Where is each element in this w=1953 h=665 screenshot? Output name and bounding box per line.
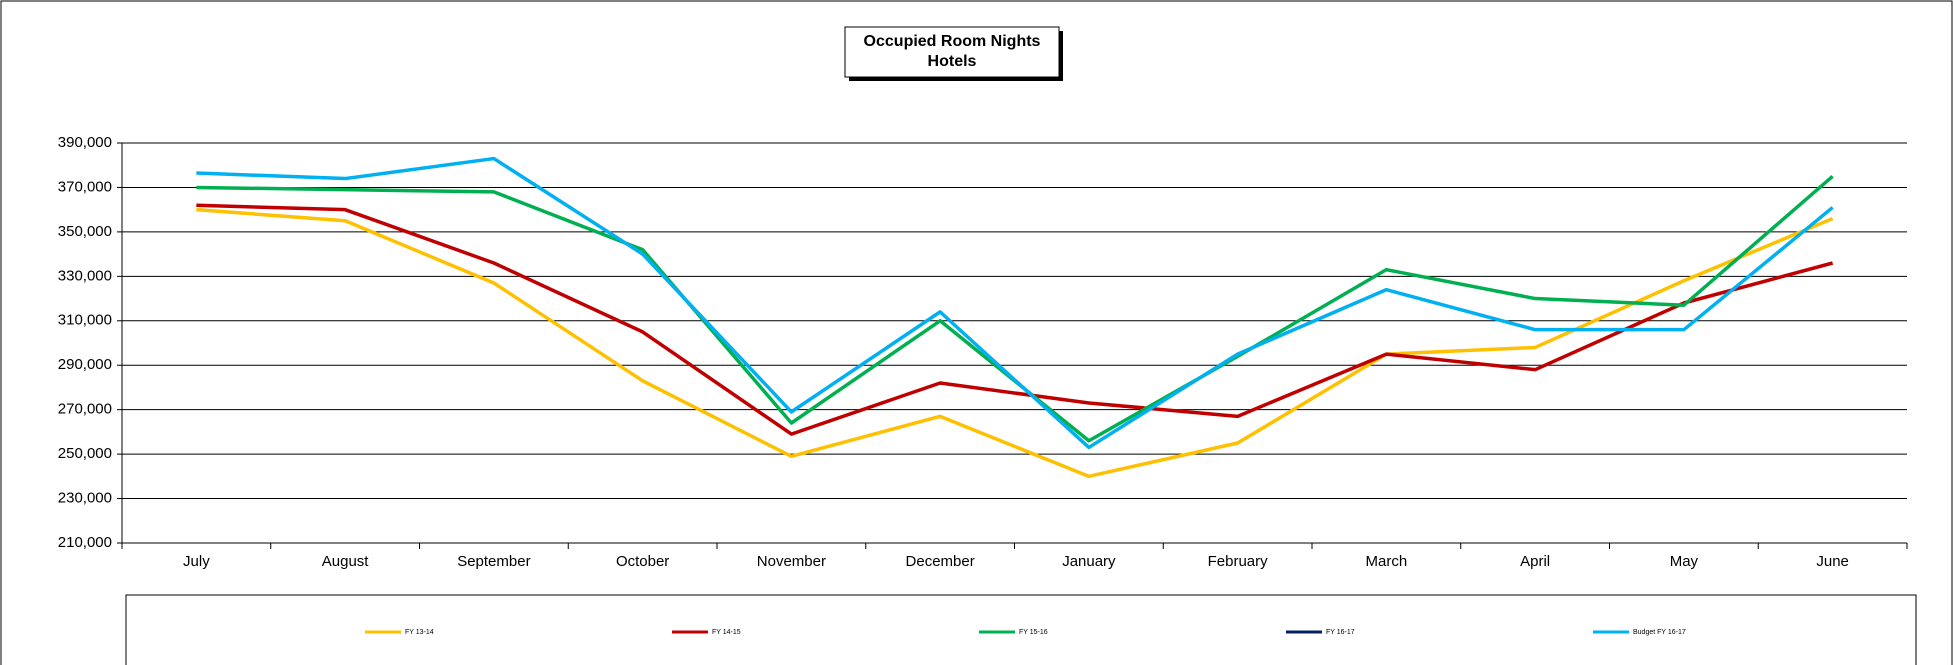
y-tick-label: 270,000	[58, 401, 112, 418]
y-tick-label: 230,000	[58, 490, 112, 507]
x-tick-label: November	[757, 553, 826, 570]
y-tick-label: 290,000	[58, 356, 112, 373]
series-line	[196, 203, 1834, 436]
x-tick-label: June	[1816, 553, 1849, 570]
y-tick-label: 310,000	[58, 312, 112, 329]
x-tick-label: May	[1670, 553, 1699, 570]
legend-label: Budget FY 16-17	[1633, 629, 1686, 636]
y-tick-label: 210,000	[58, 534, 112, 551]
y-tick-label: 330,000	[58, 267, 112, 284]
y-tick-label: 370,000	[58, 178, 112, 195]
legend-label: FY 14-15	[712, 629, 741, 636]
y-tick-label: 250,000	[58, 445, 112, 462]
chart-title: Occupied Room Nights	[864, 33, 1041, 50]
title-box	[844, 26, 1060, 78]
x-tick-label: December	[906, 553, 975, 570]
legend-label: FY 13-14	[405, 629, 434, 636]
legend-label: FY 16-17	[1326, 629, 1355, 636]
chart-title: Hotels	[928, 53, 977, 70]
x-tick-label: October	[616, 553, 669, 570]
y-tick-label: 390,000	[58, 134, 112, 151]
x-tick-label: April	[1520, 553, 1550, 570]
series-line	[196, 207, 1834, 479]
x-tick-label: July	[183, 553, 210, 570]
series-line	[196, 156, 1834, 450]
x-tick-label: September	[457, 553, 530, 570]
y-tick-label: 350,000	[58, 223, 112, 240]
legend-label: FY 15-16	[1019, 629, 1048, 636]
x-tick-label: August	[322, 553, 370, 570]
x-tick-label: February	[1208, 553, 1269, 570]
x-tick-label: March	[1366, 553, 1408, 570]
x-tick-label: January	[1062, 553, 1116, 570]
legend-box	[125, 594, 1917, 665]
